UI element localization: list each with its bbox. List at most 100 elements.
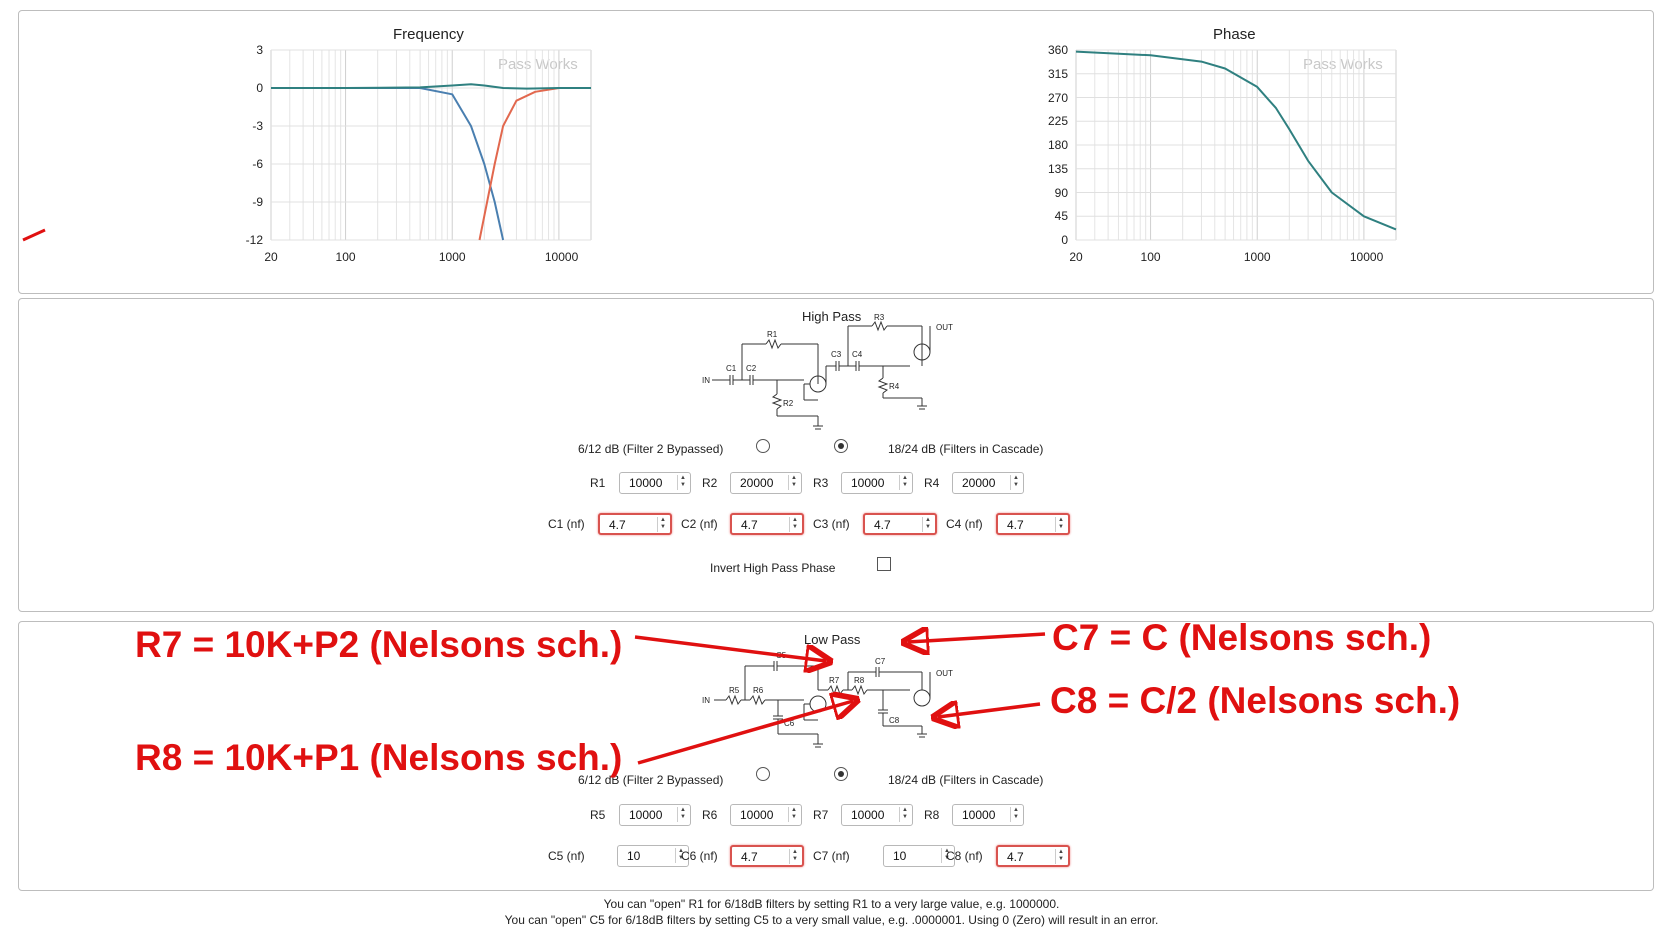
frequency-chart bbox=[270, 49, 592, 241]
charts-panel bbox=[18, 10, 1654, 294]
y-tick-label: -9 bbox=[252, 195, 263, 209]
x-tick-label: 1000 bbox=[1243, 250, 1271, 264]
y-tick-label: -6 bbox=[252, 157, 263, 171]
spinner-arrows-icon[interactable]: ▲ ▼ bbox=[941, 848, 952, 863]
hp-schem-r4-label: R4 bbox=[889, 382, 900, 391]
spinner-arrows-icon[interactable]: ▲ ▼ bbox=[657, 517, 668, 532]
lp-schem-c8-label: C8 bbox=[889, 716, 900, 725]
hp-radio-label-bypassed: 6/12 dB (Filter 2 Bypassed) bbox=[578, 442, 724, 456]
note-open-c5: You can "open" C5 for 6/18dB filters by … bbox=[504, 913, 1159, 927]
spinner-arrows-icon[interactable]: ▲ ▼ bbox=[1010, 807, 1021, 822]
series-line-0 bbox=[1075, 50, 1397, 231]
hp-radio-label-cascade: 18/24 dB (Filters in Cascade) bbox=[888, 442, 1044, 456]
spinner-arrows-icon[interactable]: ▲ ▼ bbox=[788, 807, 799, 822]
lp-c7-label: C7 (nf) bbox=[813, 849, 850, 863]
lp-radio-bypassed[interactable] bbox=[756, 767, 770, 781]
lp-c5-input[interactable]: 10 ▲ ▼ bbox=[617, 845, 689, 867]
spinner-arrows-icon[interactable]: ▲ ▼ bbox=[899, 807, 910, 822]
hp-r2-label: R2 bbox=[702, 476, 718, 490]
phase-chart bbox=[1075, 49, 1397, 241]
spinner-arrows-icon[interactable]: ▲ ▼ bbox=[789, 517, 800, 532]
lp-r5-input[interactable]: 10000 ▲ ▼ bbox=[619, 804, 691, 826]
lp-schem-r8-label: R8 bbox=[854, 676, 865, 685]
frequency-chart-title: Frequency bbox=[393, 26, 464, 43]
x-tick-label: 100 bbox=[335, 250, 356, 264]
hp-r2-input[interactable]: 20000 ▲ ▼ bbox=[730, 472, 802, 494]
spinner-arrows-icon[interactable]: ▲ ▼ bbox=[788, 475, 799, 490]
lp-schem-r5-label: R5 bbox=[729, 686, 740, 695]
lp-c7-input[interactable]: 10 ▲ ▼ bbox=[883, 845, 955, 867]
high-pass-schematic: IN C1 C2 R1 R2 C3 C4 R3 R4 OUT bbox=[702, 313, 953, 430]
spinner-arrows-icon[interactable]: ▲ ▼ bbox=[1010, 475, 1021, 490]
y-tick-label: 315 bbox=[1047, 66, 1068, 81]
annotation-r8: R8 = 10K+P1 (Nelsons sch.) bbox=[135, 737, 623, 778]
spinner-arrows-icon[interactable]: ▲ ▼ bbox=[1055, 517, 1066, 532]
lp-schem-out-label: OUT bbox=[936, 669, 953, 678]
hp-c3-input[interactable]: 4.7 ▲ ▼ bbox=[863, 513, 937, 535]
spinner-arrows-icon[interactable]: ▲ ▼ bbox=[675, 848, 686, 863]
hp-r4-input[interactable]: 20000 ▲ ▼ bbox=[952, 472, 1024, 494]
low-pass-title: Low Pass bbox=[804, 632, 861, 647]
invert-phase-checkbox[interactable] bbox=[877, 557, 891, 571]
y-tick-label: 3 bbox=[256, 43, 263, 57]
hp-c2-label: C2 (nf) bbox=[681, 517, 718, 531]
hp-c2-input[interactable]: 4.7 ▲ ▼ bbox=[730, 513, 804, 535]
x-tick-label: 10000 bbox=[1349, 250, 1384, 264]
hp-c3-label: C3 (nf) bbox=[813, 517, 850, 531]
phase-watermark: Pass Works bbox=[1303, 56, 1383, 73]
hp-schem-in-label: IN bbox=[702, 376, 710, 385]
hp-r1-label: R1 bbox=[590, 476, 606, 490]
lp-radio-label-cascade: 18/24 dB (Filters in Cascade) bbox=[888, 773, 1044, 787]
lp-c5-label: C5 (nf) bbox=[548, 849, 585, 863]
note-open-r1: You can "open" R1 for 6/18dB filters by … bbox=[603, 897, 1060, 911]
lp-c6-input[interactable]: 4.7 ▲ ▼ bbox=[730, 845, 804, 867]
hp-schem-r2-label: R2 bbox=[783, 399, 794, 408]
arrow-c8 bbox=[938, 704, 1041, 717]
arrow-r8 bbox=[637, 701, 853, 765]
lp-r8-input[interactable]: 10000 ▲ ▼ bbox=[952, 804, 1024, 826]
spinner-arrows-icon[interactable]: ▲ ▼ bbox=[922, 517, 933, 532]
hp-c4-label: C4 (nf) bbox=[946, 517, 983, 531]
lp-radio-label-bypassed: 6/12 dB (Filter 2 Bypassed) bbox=[578, 773, 724, 787]
spinner-arrows-icon[interactable]: ▲ ▼ bbox=[899, 475, 910, 490]
hp-radio-cascade[interactable] bbox=[834, 439, 848, 453]
spinner-arrows-icon[interactable]: ▲ ▼ bbox=[1055, 849, 1066, 864]
annotation-c7: C7 = C (Nelsons sch.) bbox=[1052, 617, 1432, 658]
lp-r7-input[interactable]: 10000 ▲ ▼ bbox=[841, 804, 913, 826]
x-tick-label: 100 bbox=[1140, 250, 1161, 264]
hp-c1-input[interactable]: 4.7 ▲ ▼ bbox=[598, 513, 672, 535]
phase-chart-title: Phase bbox=[1213, 26, 1256, 43]
spinner-arrows-icon[interactable]: ▲ ▼ bbox=[677, 807, 688, 822]
lp-schem-r7-label: R7 bbox=[829, 676, 840, 685]
x-tick-label: 20 bbox=[264, 250, 278, 264]
hp-r3-label: R3 bbox=[813, 476, 829, 490]
high-pass-panel bbox=[18, 298, 1654, 612]
y-tick-label: 90 bbox=[1054, 185, 1068, 200]
lp-c8-input[interactable]: 4.7 ▲ ▼ bbox=[996, 845, 1070, 867]
y-tick-label: -12 bbox=[245, 233, 263, 247]
hp-r4-label: R4 bbox=[924, 476, 940, 490]
hp-schem-out-label: OUT bbox=[936, 323, 953, 332]
lp-r6-input[interactable]: 10000 ▲ ▼ bbox=[730, 804, 802, 826]
lp-schem-c6-label: C6 bbox=[784, 719, 795, 728]
y-tick-label: 270 bbox=[1047, 90, 1068, 105]
x-tick-label: 10000 bbox=[544, 250, 579, 264]
spinner-arrows-icon[interactable]: ▲ ▼ bbox=[789, 849, 800, 864]
lp-schem-in-label: IN bbox=[702, 696, 710, 705]
lp-radio-cascade[interactable] bbox=[834, 767, 848, 781]
hp-r1-input[interactable]: 10000 ▲ ▼ bbox=[619, 472, 691, 494]
y-tick-label: 180 bbox=[1047, 138, 1068, 152]
spinner-arrows-icon[interactable]: ▲ ▼ bbox=[677, 475, 688, 490]
hp-schem-r3-label: R3 bbox=[874, 313, 885, 322]
hp-c1-label: C1 (nf) bbox=[548, 517, 585, 531]
lp-c6-label: C6 (nf) bbox=[681, 849, 718, 863]
arrow-r7 bbox=[634, 635, 826, 661]
hp-schem-r1-label: R1 bbox=[767, 330, 778, 339]
hp-c4-input[interactable]: 4.7 ▲ ▼ bbox=[996, 513, 1070, 535]
annotation-r7: R7 = 10K+P2 (Nelsons sch.) bbox=[135, 624, 623, 665]
hp-radio-bypassed[interactable] bbox=[756, 439, 770, 453]
red-mark-stroke bbox=[22, 228, 46, 242]
y-tick-label: 135 bbox=[1047, 161, 1068, 176]
hp-r3-input[interactable]: 10000 ▲ ▼ bbox=[841, 472, 913, 494]
